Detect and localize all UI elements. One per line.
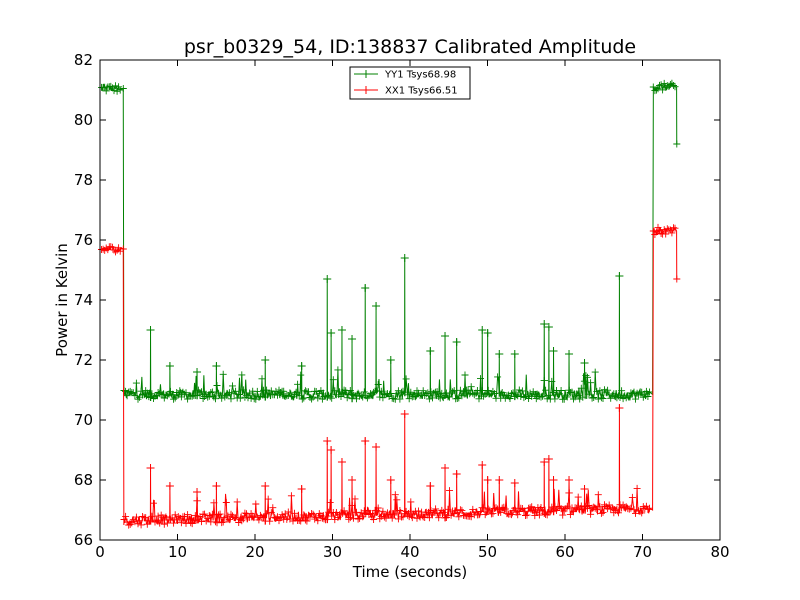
spike-point-1-12 [386, 476, 395, 484]
spike-point-0-7 [327, 329, 336, 337]
y-tick-label-1: 68 [74, 471, 93, 489]
spike-point-1-1 [165, 482, 174, 490]
spike-point-1-0 [146, 464, 155, 472]
spike-point-0-24 [565, 350, 574, 358]
legend-marker-yy1 [362, 70, 370, 78]
spike-point-0-18 [483, 329, 492, 337]
spike-point-0-15 [441, 332, 450, 340]
spike-point-0-3 [212, 362, 221, 370]
spike-point-1-5 [297, 485, 306, 493]
legend-label-yy1: YY1 Tsys68.98 [384, 70, 456, 81]
spike-point-0-6 [323, 275, 332, 283]
spike-point-0-22 [544, 323, 553, 331]
x-tick-label-0: 0 [95, 543, 105, 561]
spike-point-0-12 [386, 356, 395, 364]
spike-point-1-7 [327, 446, 336, 454]
y-axis-label: Power in Kelvin [53, 243, 71, 357]
x-axis-label: Time (seconds) [352, 563, 468, 581]
spike-point-1-22 [544, 455, 553, 463]
x-tick-label-6: 60 [555, 543, 574, 561]
spike-point-1-26 [615, 404, 624, 412]
spike-point-1-13 [400, 410, 409, 418]
spike-point-0-16 [452, 338, 461, 346]
spike-point-1-20 [510, 479, 519, 487]
spike-point-1-25 [580, 485, 589, 493]
spike-point-1-21 [540, 458, 549, 466]
x-tick-label-3: 30 [323, 543, 342, 561]
spike-point-1-6 [323, 437, 332, 445]
y-tick-label-8: 82 [74, 51, 93, 69]
y-tick-label-2: 70 [74, 411, 93, 429]
spike-point-1-3 [212, 482, 221, 490]
spike-point-1-24 [565, 476, 574, 484]
legend-label-xx1: XX1 Tsys66.51 [385, 86, 458, 97]
spike-point-1-8 [337, 458, 346, 466]
legend: YY1 Tsys68.98 XX1 Tsys66.51 [349, 66, 471, 100]
y-tick-label-3: 72 [74, 351, 93, 369]
spike-point-0-17 [478, 326, 487, 334]
series-markers-1 [98, 223, 681, 529]
spike-point-0-10 [361, 284, 370, 292]
spike-point-0-21 [540, 320, 549, 328]
y-tick-label-0: 66 [74, 531, 93, 549]
legend-box [349, 66, 471, 100]
spike-point-0-4 [261, 356, 270, 364]
spike-point-1-14 [426, 482, 435, 490]
x-tick-label-2: 20 [245, 543, 264, 561]
spike-point-1-18 [483, 476, 492, 484]
spike-point-1-19 [495, 476, 504, 484]
series-0 [98, 79, 681, 403]
spike-point-1-17 [478, 461, 487, 469]
spike-point-0-1 [165, 362, 174, 370]
spike-point-0-11 [372, 302, 381, 310]
ticks-layer: 0 10 20 30 40 50 60 70 80 66 68 70 72 74 76 78 80 82 [74, 51, 730, 561]
spike-point-1-9 [348, 476, 357, 484]
spike-point-0-13 [400, 254, 409, 262]
series-layer [98, 79, 681, 529]
x-tick-label-8: 80 [710, 543, 729, 561]
x-tick-label-7: 70 [633, 543, 652, 561]
spike-point-1-4 [261, 482, 270, 490]
spike-point-1-2 [193, 488, 202, 496]
series-1 [98, 223, 681, 529]
spike-point-0-9 [348, 335, 357, 343]
chart-title: psr_b0329_54, ID:138837 Calibrated Ampli… [184, 36, 636, 58]
legend-marker-xx1 [362, 86, 370, 94]
spike-point-0-25 [580, 359, 589, 367]
spike-point-1-23 [549, 476, 558, 484]
x-tick-label-5: 50 [478, 543, 497, 561]
spike-point-0-26 [615, 272, 624, 280]
spike-point-1-15 [441, 464, 450, 472]
spike-point-1-11 [372, 443, 381, 451]
y-tick-label-6: 78 [74, 171, 93, 189]
spike-point-0-2 [193, 368, 202, 376]
spike-point-0-14 [426, 347, 435, 355]
spike-point-0-5 [297, 362, 306, 370]
spike-point-1-16 [452, 470, 461, 478]
series-markers-0 [98, 79, 681, 403]
y-tick-label-5: 76 [74, 231, 93, 249]
x-tick-label-4: 40 [400, 543, 419, 561]
spike-point-0-20 [510, 350, 519, 358]
spike-point-0-19 [495, 350, 504, 358]
spike-point-0-23 [549, 347, 558, 355]
x-tick-label-1: 10 [168, 543, 187, 561]
y-tick-label-7: 80 [74, 111, 93, 129]
spike-point-1-10 [361, 437, 370, 445]
spike-point-0-8 [337, 326, 346, 334]
y-tick-label-4: 74 [74, 291, 93, 309]
spike-point-0-0 [146, 326, 155, 334]
plot-area [100, 60, 720, 540]
